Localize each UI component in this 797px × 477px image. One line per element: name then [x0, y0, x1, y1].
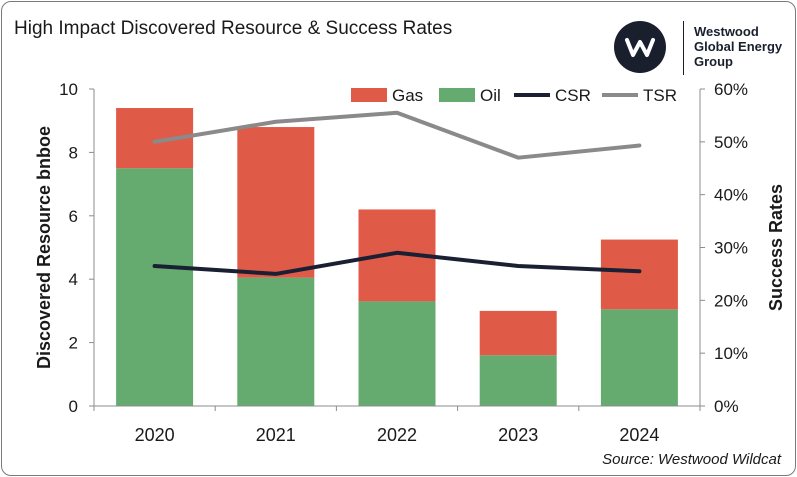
chart-title: High Impact Discovered Resource & Succes… — [14, 18, 453, 39]
legend-label-gas: Gas — [392, 86, 423, 105]
y-tick-label-6: 6 — [69, 207, 78, 226]
y-tick-label-4: 4 — [69, 270, 78, 289]
bar-oil-2023 — [479, 355, 557, 406]
line-tsr — [152, 110, 642, 160]
bar-oil-2024 — [600, 309, 678, 406]
y2-tick-label-0%: 0% — [714, 397, 739, 416]
logo-text: Westwood Global Energy Group — [694, 24, 782, 69]
logo-line-1: Westwood — [694, 24, 759, 39]
y-axis-title: Discovered Resource bnboe — [34, 126, 54, 369]
legend-label-tsr: TSR — [643, 86, 677, 105]
legend-label-csr: CSR — [555, 86, 591, 105]
legend-swatch-gas — [351, 88, 387, 102]
y2-axis-title: Success Rates — [766, 184, 786, 311]
y-tick-label-8: 8 — [69, 143, 78, 162]
y2-tick-label-30%: 30% — [714, 239, 748, 258]
y2-tick-label-40%: 40% — [714, 186, 748, 205]
line-csr — [152, 250, 642, 276]
x-tick-label-2020: 2020 — [135, 425, 175, 445]
y2-tick-label-20%: 20% — [714, 291, 748, 310]
bar-oil-2021 — [237, 277, 315, 406]
x-tick-label-2022: 2022 — [377, 425, 417, 445]
bar-gas-2021 — [237, 127, 315, 278]
source-note: Source: Westwood Wildcat — [602, 451, 781, 468]
y2-tick-label-10%: 10% — [714, 344, 748, 363]
legend-label-oil: Oil — [480, 86, 501, 105]
bar-oil-2020 — [116, 168, 194, 406]
x-tick-label-2023: 2023 — [498, 425, 538, 445]
legend-swatch-oil — [439, 88, 475, 102]
westwood-logo — [614, 21, 666, 73]
y-tick-label-10: 10 — [59, 80, 78, 99]
x-tick-label-2024: 2024 — [619, 425, 659, 445]
bar-oil-2022 — [358, 301, 436, 406]
logo-divider — [683, 21, 684, 75]
y-tick-label-0: 0 — [69, 397, 78, 416]
y2-tick-label-60%: 60% — [714, 80, 748, 99]
x-tick-label-2021: 2021 — [256, 425, 296, 445]
logo-line-3: Group — [694, 54, 733, 69]
y-tick-label-2: 2 — [69, 334, 78, 353]
w-logo-icon — [625, 38, 655, 57]
bar-gas-2023 — [479, 310, 557, 356]
logo-line-2: Global Energy — [694, 39, 783, 54]
bar-gas-2024 — [600, 239, 678, 310]
y2-tick-label-50%: 50% — [714, 133, 748, 152]
